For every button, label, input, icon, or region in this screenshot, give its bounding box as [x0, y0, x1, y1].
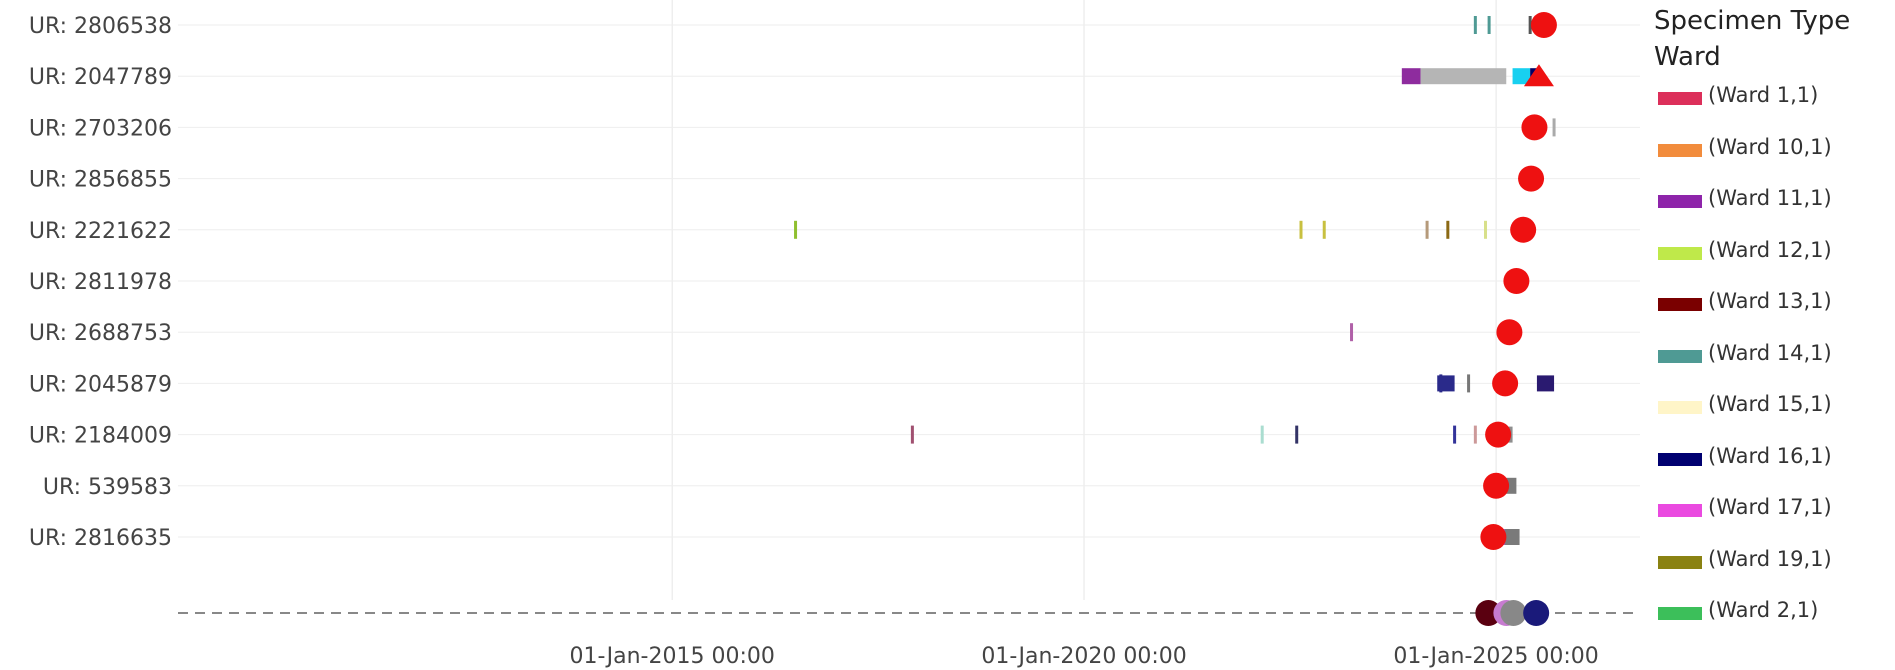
y-tick-label: UR: 2221622	[29, 219, 172, 244]
specimen-tick	[1467, 374, 1471, 393]
event-marker-circle	[1483, 472, 1510, 499]
specimen-tick	[1322, 220, 1326, 239]
summary-capsule	[1475, 600, 1502, 626]
legend-item[interactable]: (Ward 19,1)	[1650, 542, 1895, 582]
legend-swatch	[1658, 401, 1702, 414]
event-marker-circle	[1480, 524, 1507, 550]
summary-row	[178, 600, 1640, 626]
legend-label: (Ward 13,1)	[1708, 289, 1832, 313]
event-marker-circle	[1485, 421, 1512, 448]
legend-item[interactable]: (Ward 12,1)	[1650, 233, 1895, 273]
legend-label: (Ward 17,1)	[1708, 495, 1832, 519]
specimen-tick	[1552, 118, 1556, 137]
specimen-tick	[1487, 16, 1491, 34]
specimen-tick	[1473, 16, 1477, 34]
legend-swatch	[1658, 504, 1702, 517]
specimen-tick	[1260, 425, 1264, 444]
y-tick-label: UR: 2806538	[29, 14, 172, 39]
specimen-tick	[1299, 220, 1303, 239]
event-marker-circle	[1503, 268, 1530, 294]
legend-swatch	[1658, 246, 1702, 260]
event-marker-circle	[1496, 319, 1523, 346]
legend-item[interactable]: (Ward 13,1)	[1650, 284, 1895, 324]
specimen-span	[1512, 68, 1531, 85]
timeline-plot: UR: 2806538 UR: 2047789 UR: 2703206 UR: 285…	[29, 0, 1640, 669]
legend-item[interactable]: (Ward 1,1)	[1650, 78, 1895, 118]
legend-swatch	[1658, 349, 1702, 363]
x-tick-label: 01-Jan-2015 00:00	[569, 644, 774, 669]
event-marker-circle	[1521, 114, 1548, 141]
y-tick-label: UR: 2184009	[29, 424, 172, 449]
specimen-tick	[1350, 323, 1354, 342]
legend-item[interactable]: (Ward 14,1)	[1650, 336, 1895, 376]
specimen-span	[1536, 375, 1555, 392]
specimen-tick	[910, 425, 914, 444]
legend-swatch	[1658, 92, 1702, 105]
event-marker-circle	[1492, 370, 1519, 397]
legend-swatch	[1658, 607, 1702, 620]
specimen-tick	[1453, 425, 1457, 444]
legend-swatch	[1658, 143, 1702, 157]
event-marker-circle	[1510, 216, 1537, 243]
legend-swatch	[1658, 452, 1702, 466]
legend-item[interactable]: (Ward 11,1)	[1650, 181, 1895, 221]
specimen-tick	[1295, 425, 1299, 444]
y-tick-label: UR: 2047789	[29, 65, 172, 90]
legend-label: (Ward 10,1)	[1708, 134, 1832, 159]
summary-capsule	[1500, 600, 1527, 626]
y-tick-label: UR: 2045879	[29, 372, 172, 397]
event-marker-circle	[1518, 165, 1545, 192]
specimen-tick	[1425, 220, 1429, 239]
legend-label: (Ward 11,1)	[1708, 186, 1832, 210]
x-axis-labels: 01-Jan-2015 00:00 01-Jan-2020 00:00 01-Jan…	[569, 644, 1598, 669]
legend-label: (Ward 16,1)	[1708, 443, 1832, 468]
grid-lines	[178, 0, 1640, 600]
legend-subtitle: Ward	[1654, 42, 1721, 72]
legend-item[interactable]: (Ward 10,1)	[1650, 130, 1895, 170]
x-tick-label: 01-Jan-2025 00:00	[1393, 644, 1598, 669]
legend-swatch	[1658, 195, 1702, 208]
specimen-span	[1401, 68, 1421, 85]
summary-capsule	[1523, 600, 1550, 626]
legend-item[interactable]: (Ward 17,1)	[1650, 490, 1895, 530]
y-tick-label: UR: 2703206	[29, 116, 172, 141]
y-axis-labels: UR: 2806538 UR: 2047789 UR: 2703206 UR: 285…	[29, 14, 172, 551]
specimen-tick	[1446, 220, 1450, 239]
legend-label: (Ward 2,1)	[1708, 598, 1819, 622]
legend: Specimen Type Ward (Ward 1,1) (Ward 10,1)…	[1650, 0, 1895, 640]
legend-label: (Ward 15,1)	[1708, 392, 1832, 416]
specimen-span	[1420, 68, 1507, 85]
legend-swatch	[1658, 555, 1702, 569]
data-rows	[794, 12, 1557, 550]
specimen-tick	[1439, 374, 1443, 393]
y-tick-label: UR: 2856855	[29, 168, 172, 193]
event-marker-circle	[1530, 12, 1557, 38]
y-tick-label: UR: 539583	[43, 475, 172, 500]
specimen-tick	[794, 220, 798, 239]
legend-item[interactable]: (Ward 15,1)	[1650, 387, 1895, 427]
x-tick-label: 01-Jan-2020 00:00	[981, 644, 1186, 669]
legend-item[interactable]: (Ward 16,1)	[1650, 439, 1895, 479]
y-tick-label: UR: 2688753	[29, 321, 172, 346]
legend-swatch	[1658, 298, 1702, 311]
legend-item[interactable]: (Ward 2,1)	[1650, 593, 1895, 633]
specimen-tick	[1528, 16, 1532, 34]
event-marker-triangle	[1523, 64, 1554, 87]
specimen-tick	[1473, 425, 1477, 444]
legend-title: Specimen Type	[1654, 6, 1851, 36]
y-tick-label: UR: 2816635	[29, 526, 172, 551]
legend-label: (Ward 1,1)	[1708, 83, 1819, 107]
legend-label: (Ward 12,1)	[1708, 237, 1832, 262]
legend-label: (Ward 14,1)	[1708, 340, 1832, 365]
specimen-tick	[1483, 220, 1487, 239]
y-tick-label: UR: 2811978	[29, 270, 172, 295]
legend-label: (Ward 19,1)	[1708, 546, 1832, 571]
